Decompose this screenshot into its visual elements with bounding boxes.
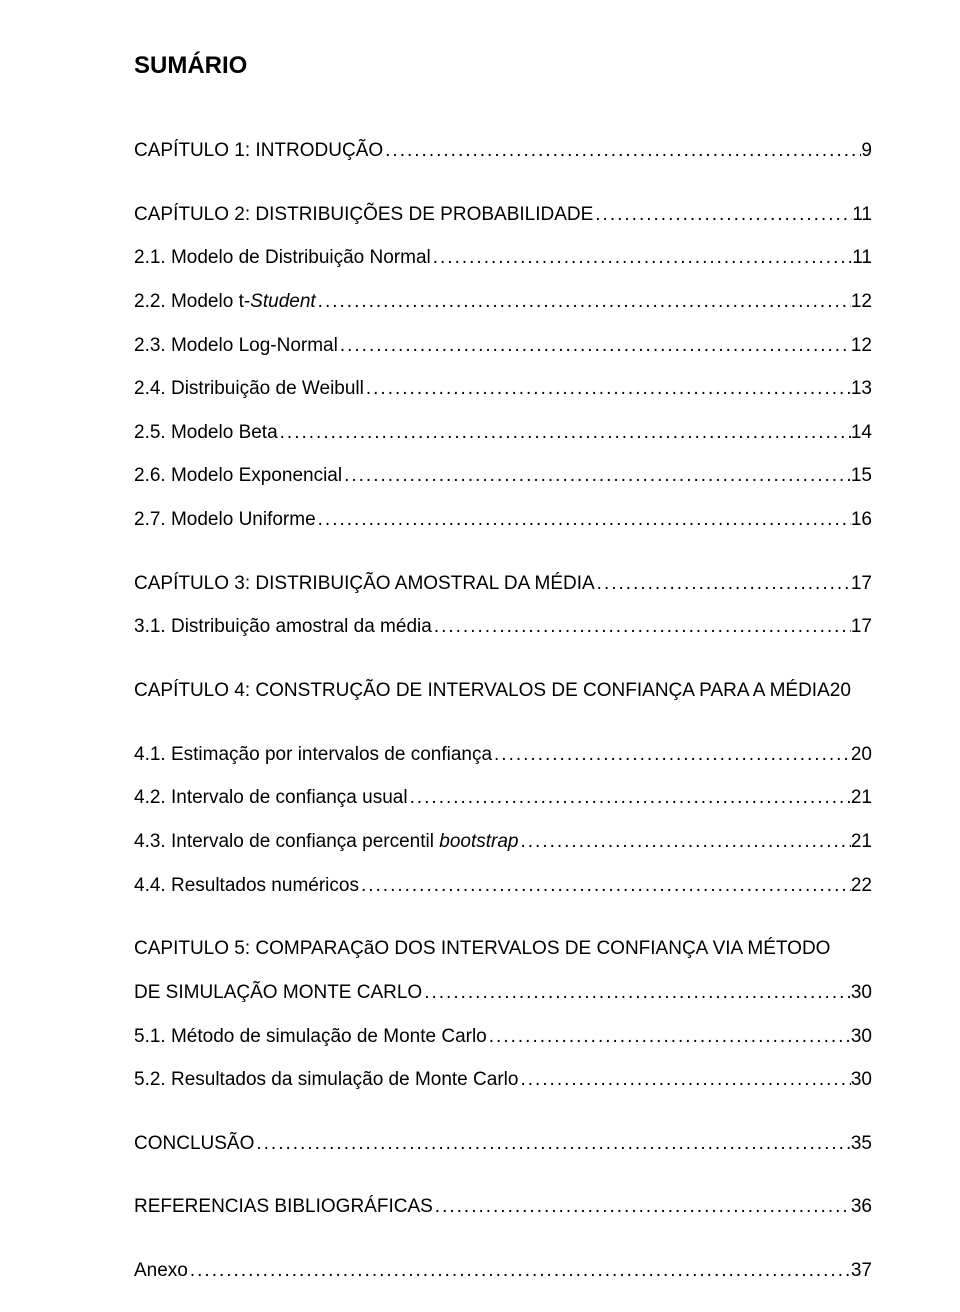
- toc-entry: 2.3. Modelo Log-Normal..................…: [134, 333, 872, 359]
- toc-leader-dots: ........................................…: [338, 333, 851, 359]
- toc-entry: 5.1. Método de simulação de Monte Carlo.…: [134, 1024, 872, 1050]
- toc-label: DE SIMULAÇÃO MONTE CARLO: [134, 980, 422, 1006]
- toc-leader-dots: ........................................…: [383, 138, 861, 164]
- toc-entry: 4.4. Resultados numéricos...............…: [134, 873, 872, 899]
- toc-leader-dots: ........................................…: [359, 873, 851, 899]
- toc-page-number: 12: [851, 333, 872, 359]
- toc-leader-dots: ........................................…: [518, 829, 850, 855]
- toc-page-number: 21: [851, 829, 872, 855]
- toc-leader-dots: ........................................…: [316, 289, 851, 315]
- toc-leader-dots: ........................................…: [408, 785, 851, 811]
- toc-leader-dots: ........................................…: [364, 376, 851, 402]
- toc-leader-dots: ........................................…: [431, 245, 853, 271]
- toc-entry: CAPITULO 5: COMPARAÇãO DOS INTERVALOS DE…: [134, 936, 872, 1005]
- toc-label: 5.2. Resultados da simulação de Monte Ca…: [134, 1067, 518, 1093]
- toc-label: CAPÍTULO 3: DISTRIBUIÇÃO AMOSTRAL DA MÉD…: [134, 571, 595, 597]
- table-of-contents: CAPÍTULO 1: INTRODUÇÃO..................…: [134, 138, 872, 1284]
- toc-entry: 2.1. Modelo de Distribuição Normal......…: [134, 245, 872, 271]
- toc-page-number: 17: [851, 614, 872, 640]
- toc-label: 3.1. Distribuição amostral da média: [134, 614, 432, 640]
- toc-leader-dots: ........................................…: [433, 1194, 851, 1220]
- toc-entry: CAPÍTULO 1: INTRODUÇÃO..................…: [134, 138, 872, 164]
- toc-entry: REFERENCIAS BIBLIOGRÁFICAS..............…: [134, 1194, 872, 1220]
- toc-entry: 2.5. Modelo Beta........................…: [134, 420, 872, 446]
- toc-leader-dots: ........................................…: [487, 1024, 851, 1050]
- toc-page-number: 35: [851, 1131, 872, 1157]
- page-title: SUMÁRIO: [134, 52, 872, 80]
- toc-entry: 2.6. Modelo Exponencial.................…: [134, 463, 872, 489]
- toc-label: 2.3. Modelo Log-Normal: [134, 333, 338, 359]
- toc-leader-dots: ........................................…: [432, 614, 851, 640]
- toc-leader-dots: ........................................…: [188, 1258, 851, 1284]
- toc-label: CAPÍTULO 2: DISTRIBUIÇÕES DE PROBABILIDA…: [134, 202, 593, 228]
- toc-page-number: 37: [851, 1258, 872, 1284]
- toc-page-number: 22: [851, 873, 872, 899]
- toc-label: 2.2. Modelo t-Student: [134, 289, 316, 315]
- toc-entry: CAPÍTULO 2: DISTRIBUIÇÕES DE PROBABILIDA…: [134, 202, 872, 228]
- toc-leader-dots: ........................................…: [593, 202, 852, 228]
- toc-label: REFERENCIAS BIBLIOGRÁFICAS: [134, 1194, 433, 1220]
- toc-leader-dots: ........................................…: [316, 507, 851, 533]
- toc-entry: 5.2. Resultados da simulação de Monte Ca…: [134, 1067, 872, 1093]
- toc-label: 2.7. Modelo Uniforme: [134, 507, 316, 533]
- toc-page-number: 36: [851, 1194, 872, 1220]
- toc-label: CAPÍTULO 1: INTRODUÇÃO: [134, 138, 383, 164]
- toc-page-number: 16: [851, 507, 872, 533]
- toc-leader-dots: ........................................…: [342, 463, 851, 489]
- toc-entry: 4.1. Estimação por intervalos de confian…: [134, 742, 872, 768]
- toc-entry: 2.4. Distribuição de Weibull............…: [134, 376, 872, 402]
- toc-page-number: 14: [851, 420, 872, 446]
- toc-label: Anexo: [134, 1258, 188, 1284]
- toc-leader-dots: ........................................…: [278, 420, 851, 446]
- toc-label: 5.1. Método de simulação de Monte Carlo: [134, 1024, 487, 1050]
- toc-entry: 2.2. Modelo t-Student...................…: [134, 289, 872, 315]
- toc-page-number: 9: [861, 138, 872, 164]
- toc-label: CAPITULO 5: COMPARAÇãO DOS INTERVALOS DE…: [134, 936, 872, 962]
- toc-label: 4.1. Estimação por intervalos de confian…: [134, 742, 492, 768]
- toc-page-number: 17: [851, 571, 872, 597]
- toc-page-number: 11: [852, 245, 872, 271]
- toc-label: 2.4. Distribuição de Weibull: [134, 376, 364, 402]
- toc-page-number: 12: [851, 289, 872, 315]
- toc-label: 2.1. Modelo de Distribuição Normal: [134, 245, 431, 271]
- toc-page-number: 30: [851, 980, 872, 1006]
- toc-entry: Anexo...................................…: [134, 1258, 872, 1284]
- toc-label: 2.6. Modelo Exponencial: [134, 463, 342, 489]
- toc-label: 4.4. Resultados numéricos: [134, 873, 359, 899]
- toc-entry: 4.3. Intervalo de confiança percentil bo…: [134, 829, 872, 855]
- toc-leader-dots: ........................................…: [254, 1131, 851, 1157]
- toc-entry: 3.1. Distribuição amostral da média.....…: [134, 614, 872, 640]
- toc-entry: 2.7. Modelo Uniforme....................…: [134, 507, 872, 533]
- toc-leader-dots: ........................................…: [518, 1067, 850, 1093]
- toc-page-number: 15: [851, 463, 872, 489]
- toc-page-number: 13: [851, 376, 872, 402]
- toc-page-number: 30: [851, 1067, 872, 1093]
- toc-page-number: 20: [851, 742, 872, 768]
- toc-leader-dots: ........................................…: [492, 742, 851, 768]
- toc-page-number: 30: [851, 1024, 872, 1050]
- toc-label: 4.2. Intervalo de confiança usual: [134, 785, 408, 811]
- toc-entry: CAPÍTULO 3: DISTRIBUIÇÃO AMOSTRAL DA MÉD…: [134, 571, 872, 597]
- toc-page-number: 11: [852, 202, 872, 228]
- toc-entry: CONCLUSÃO...............................…: [134, 1131, 872, 1157]
- toc-entry: 4.2. Intervalo de confiança usual.......…: [134, 785, 872, 811]
- toc-label: 4.3. Intervalo de confiança percentil bo…: [134, 829, 518, 855]
- toc-leader-dots: ........................................…: [422, 980, 851, 1006]
- toc-label: 2.5. Modelo Beta: [134, 420, 278, 446]
- toc-leader-dots: ........................................…: [595, 571, 851, 597]
- toc-page-number: 21: [851, 785, 872, 811]
- toc-label: CONCLUSÃO: [134, 1131, 254, 1157]
- toc-entry: CAPÍTULO 4: CONSTRUÇÃO DE INTERVALOS DE …: [134, 678, 872, 704]
